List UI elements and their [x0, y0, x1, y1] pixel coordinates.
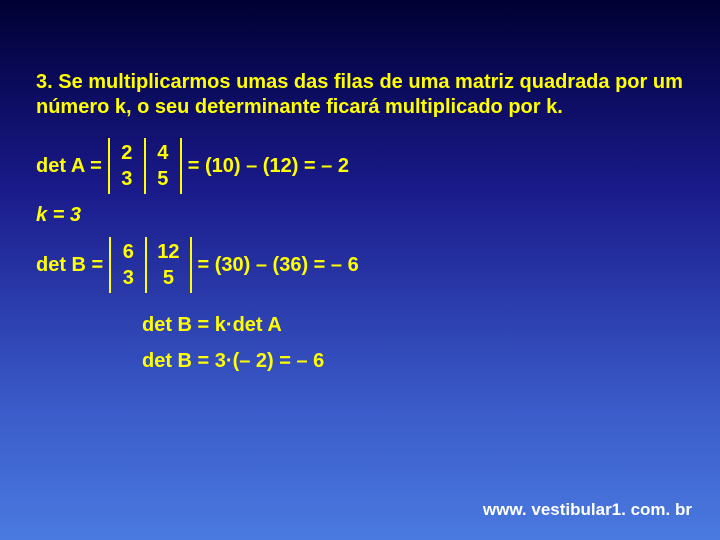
det-b-r1c2: 12 [157, 239, 179, 265]
det-b-r1c1: 6 [121, 239, 135, 265]
conclusion-line-2: det B = 3·(– 2) = – 6 [142, 343, 684, 379]
det-a-row: det A = 2 3 4 5 = (10) – (12) = – 2 [36, 138, 684, 194]
footer-link: www. vestibular1. com. br [483, 500, 692, 520]
det-a-r1c1: 2 [120, 140, 134, 166]
det-b-label: det B = [36, 254, 103, 277]
det-a-col2: 4 5 [146, 138, 180, 194]
det-b-r2c2: 5 [157, 265, 179, 291]
det-a-label: det A = [36, 155, 102, 178]
det-b-col1: 6 3 [111, 237, 145, 293]
conclusion-block: det B = k·det A det B = 3·(– 2) = – 6 [142, 307, 684, 379]
property-statement: 3. Se multiplicarmos umas das filas de u… [36, 70, 684, 120]
conclusion-line-1: det B = k·det A [142, 307, 684, 343]
det-a-matrix: 2 3 4 5 [108, 138, 182, 194]
k-value: k = 3 [36, 204, 684, 227]
det-a-r1c2: 4 [156, 140, 170, 166]
det-b-r2c1: 3 [121, 265, 135, 291]
det-b-matrix: 6 3 12 5 [109, 237, 191, 293]
det-b-row: det B = 6 3 12 5 = (30) – (36) = – 6 [36, 237, 684, 293]
det-a-r2c2: 5 [156, 166, 170, 192]
det-a-result: = (10) – (12) = – 2 [188, 155, 349, 178]
det-a-col1: 2 3 [110, 138, 144, 194]
det-b-col2: 12 5 [147, 237, 189, 293]
det-bar-right [180, 138, 182, 194]
det-b-result: = (30) – (36) = – 6 [198, 254, 359, 277]
det-bar-right [190, 237, 192, 293]
det-a-r2c1: 3 [120, 166, 134, 192]
